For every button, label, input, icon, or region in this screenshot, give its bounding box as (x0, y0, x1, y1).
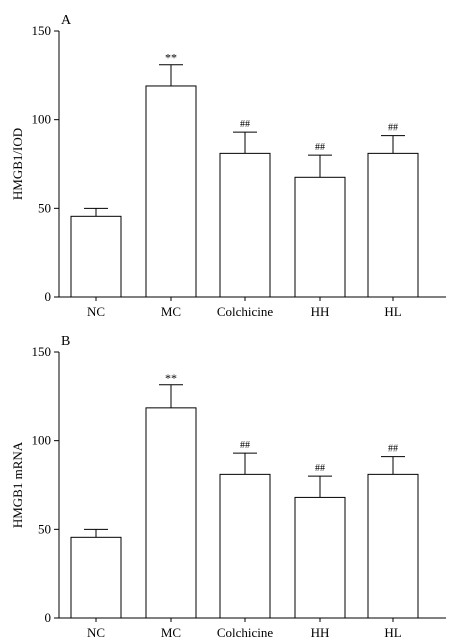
y-axis-label: HMGB1/IOD (10, 128, 25, 200)
x-tick-label: HH (311, 304, 330, 319)
panel-letter: B (61, 334, 70, 349)
y-tick-label: 50 (38, 200, 51, 215)
bar (219, 152, 271, 298)
x-tick-label: HL (384, 625, 401, 640)
significance-label: ** (165, 371, 177, 385)
significance-label: ## (388, 123, 398, 134)
significance-label: ## (240, 440, 250, 451)
bar (367, 473, 419, 619)
x-tick-label: Colchicine (217, 304, 274, 319)
x-tick-label: HH (311, 625, 330, 640)
significance-label: ## (315, 142, 325, 153)
y-tick-label: 100 (32, 112, 52, 127)
x-tick-label: NC (87, 625, 105, 640)
bar (145, 407, 197, 619)
bar (294, 176, 346, 298)
bar (70, 215, 122, 298)
significance-label: ## (315, 463, 325, 474)
significance-label: ## (240, 119, 250, 130)
x-tick-label: HL (384, 304, 401, 319)
x-tick-label: Colchicine (217, 625, 274, 640)
panel-a: A 0 50 100 150 HMGB1/IOD NC MC ** Colchicine ## HH #… (10, 13, 446, 319)
y-tick-label: 50 (38, 521, 51, 536)
y-tick-label: 0 (45, 610, 52, 625)
y-tick-label: 100 (32, 433, 52, 448)
panel-letter: A (61, 13, 72, 28)
y-tick-label: 150 (32, 344, 52, 359)
panel-b: B 0 50 100 150 HMGB1 mRNA NC MC ** Colchicine ## HH… (10, 334, 446, 640)
bar (145, 85, 197, 298)
y-axis-label: HMGB1 mRNA (10, 441, 25, 528)
bar (70, 536, 122, 619)
y-tick-label: 0 (45, 289, 52, 304)
bar (294, 496, 346, 619)
x-tick-label: MC (161, 625, 181, 640)
x-tick-label: NC (87, 304, 105, 319)
bar (219, 473, 271, 619)
x-tick-label: MC (161, 304, 181, 319)
significance-label: ** (165, 51, 177, 65)
bar (367, 152, 419, 298)
y-tick-label: 150 (32, 23, 52, 38)
significance-label: ## (388, 444, 398, 455)
